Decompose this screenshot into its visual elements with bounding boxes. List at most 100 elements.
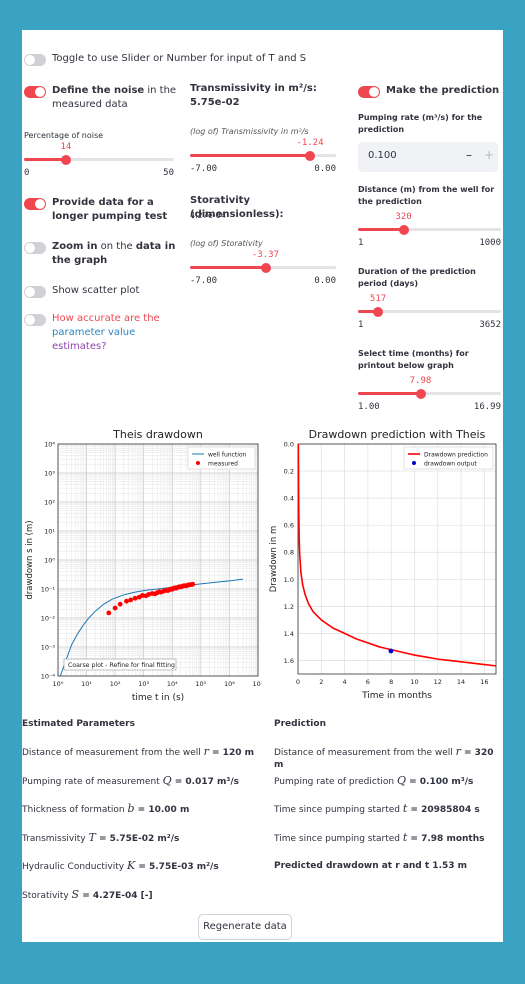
month-slider[interactable]: 7.98 1.00 16.99 bbox=[358, 376, 501, 416]
noise-slider-fill bbox=[24, 158, 66, 161]
prediction-y-axis-label: Drawdown in m bbox=[269, 526, 279, 593]
y-tick-label: 10⁻³ bbox=[41, 644, 56, 652]
measured-point bbox=[140, 593, 145, 598]
estimated-param-row: Transmissivity T = 5.75E-02 m²/s bbox=[22, 830, 180, 844]
y-tick-label: 0.2 bbox=[284, 468, 294, 476]
y-tick-label: 0.4 bbox=[284, 495, 294, 503]
drawdown-output-point bbox=[388, 648, 394, 654]
storativity-slider[interactable]: -3.37 -7.00 0.00 bbox=[190, 250, 336, 290]
noise-toggle[interactable] bbox=[24, 86, 46, 98]
pumping-rate-input[interactable]: 0.100 – + bbox=[358, 142, 498, 172]
transmissivity-slider[interactable]: -1.24 -7.00 0.00 bbox=[190, 138, 336, 178]
pumping-rate-value: 0.100 bbox=[368, 150, 397, 161]
month-label: Select time (months) for printout below … bbox=[358, 349, 469, 370]
longer-test-toggle[interactable] bbox=[24, 198, 46, 210]
x-tick-label: 14 bbox=[457, 678, 465, 686]
y-tick-label: 0.0 bbox=[284, 441, 294, 449]
x-tick-label: 10⁶ bbox=[224, 680, 235, 688]
accuracy-toggle[interactable] bbox=[24, 314, 46, 326]
theis-drawdown-chart: Theis drawdown 10⁰ 10¹ 10² 10³ 10⁴ 10⁵ 10⁶ 10⁷ 10… bbox=[25, 428, 262, 703]
x-tick-label: 0 bbox=[296, 678, 300, 686]
prediction-results-title: Prediction bbox=[274, 719, 326, 729]
storativity-slider-max: 0.00 bbox=[314, 276, 336, 286]
month-slider-track[interactable] bbox=[358, 388, 501, 399]
duration-slider[interactable]: 517 1 3652 bbox=[358, 294, 501, 334]
transmissivity-slider-track[interactable] bbox=[190, 150, 336, 161]
transmissivity-slider-value: -1.24 bbox=[296, 138, 324, 148]
measured-point bbox=[132, 595, 138, 601]
x-tick-label: 8 bbox=[389, 678, 393, 686]
zoom-label: Zoom in on the data in the graph bbox=[52, 241, 176, 266]
legend-dot-marker bbox=[412, 461, 416, 465]
noise-slider-handle[interactable] bbox=[61, 154, 71, 165]
duration-slider-max: 3652 bbox=[479, 320, 501, 330]
prediction-toggle[interactable] bbox=[358, 86, 380, 98]
x-tick-label: 10⁰ bbox=[53, 680, 64, 688]
measured-point bbox=[106, 610, 112, 616]
transmissivity-slider-max: 0.00 bbox=[314, 164, 336, 174]
y-tick-label: 0.8 bbox=[284, 549, 294, 557]
prediction-chart-title: Drawdown prediction with Theis bbox=[309, 428, 486, 441]
distance-slider[interactable]: 320 1 1000 bbox=[358, 212, 501, 252]
y-tick-label: 10⁰ bbox=[44, 557, 55, 565]
noise-slider-track[interactable] bbox=[24, 154, 174, 165]
x-tick-label: 2 bbox=[319, 678, 323, 686]
distance-slider-max: 1000 bbox=[479, 238, 501, 248]
prediction-chart: Drawdown prediction with Theis 0 2 4 6 8 10 12 1… bbox=[269, 428, 497, 701]
prediction-legend: Drawdown prediction drawdown output bbox=[403, 446, 494, 470]
y-tick-label: 10¹ bbox=[44, 528, 55, 536]
duration-slider-value: 517 bbox=[369, 294, 387, 304]
month-slider-value: 7.98 bbox=[409, 376, 432, 386]
noise-slider[interactable]: 14 0 50 bbox=[24, 142, 174, 182]
distance-slider-fill bbox=[358, 228, 404, 231]
well-function-line bbox=[59, 578, 244, 677]
distance-label: Distance (m) from the well for the predi… bbox=[358, 185, 495, 206]
y-tick-label: 1.0 bbox=[284, 576, 294, 584]
duration-slider-track[interactable] bbox=[358, 306, 501, 317]
storativity-slider-handle[interactable] bbox=[260, 262, 271, 273]
y-tick-label: 1.2 bbox=[284, 603, 294, 611]
y-tick-label: 1.4 bbox=[284, 630, 294, 638]
estimated-param-row: Hydraulic Conductivity K = 5.75E-03 m²/s bbox=[22, 859, 219, 873]
legend-entry-measured: measured bbox=[208, 461, 238, 468]
pumping-rate-minus[interactable]: – bbox=[466, 148, 472, 162]
distance-slider-track[interactable] bbox=[358, 224, 501, 235]
x-tick-label: 10⁴ bbox=[167, 680, 178, 688]
distance-slider-handle[interactable] bbox=[398, 224, 409, 235]
x-tick-label: 12 bbox=[434, 678, 442, 686]
storativity-slider-value: -3.37 bbox=[251, 250, 279, 260]
storativity-slider-min: -7.00 bbox=[190, 276, 218, 286]
measured-point bbox=[117, 601, 123, 607]
scatter-toggle[interactable] bbox=[24, 286, 46, 298]
legend-entry-prediction: Drawdown prediction bbox=[424, 452, 488, 459]
y-tick-label: 10² bbox=[44, 499, 55, 507]
transmissivity-slider-handle[interactable] bbox=[305, 150, 316, 161]
duration-label: Duration of the prediction period (days) bbox=[358, 267, 476, 288]
measured-point bbox=[128, 597, 134, 603]
month-slider-handle[interactable] bbox=[415, 388, 426, 399]
y-tick-label: 10⁻⁴ bbox=[41, 673, 56, 681]
longer-test-label: Provide data for a longer pumping test bbox=[52, 197, 168, 222]
regenerate-button[interactable]: Regenerate data bbox=[198, 914, 292, 940]
storativity-slider-track[interactable] bbox=[190, 262, 336, 273]
prediction-result-row: Time since pumping started t = 20985804 … bbox=[274, 802, 480, 816]
zoom-toggle[interactable] bbox=[24, 242, 46, 254]
x-tick-label: 10³ bbox=[138, 680, 149, 688]
pumping-rate-plus[interactable]: + bbox=[484, 148, 495, 162]
legend-entry-output: drawdown output bbox=[424, 461, 477, 468]
y-tick-label: 10³ bbox=[44, 470, 55, 478]
transmissivity-slider-label: (log of) Transmissivity in m²/s bbox=[190, 127, 309, 136]
x-tick-label: 16 bbox=[480, 678, 488, 686]
drawdown-prediction-line bbox=[297, 443, 497, 667]
legend-dot-marker bbox=[196, 461, 200, 465]
storativity-title: Storativity (dimensionless): bbox=[190, 195, 284, 220]
noise-slider-label: Percentage of noise bbox=[24, 131, 104, 140]
month-slider-min: 1.00 bbox=[358, 402, 380, 412]
x-tick-label: 4 bbox=[343, 678, 347, 686]
prediction-result-row: Time since pumping started t = 7.98 mont… bbox=[274, 830, 485, 844]
slider-number-toggle[interactable] bbox=[24, 54, 46, 66]
duration-slider-handle[interactable] bbox=[373, 306, 384, 317]
theis-legend: well function measured bbox=[187, 446, 256, 470]
prediction-plot-frame bbox=[297, 443, 497, 675]
theis-y-axis-label: drawdown s in (m) bbox=[25, 520, 35, 599]
